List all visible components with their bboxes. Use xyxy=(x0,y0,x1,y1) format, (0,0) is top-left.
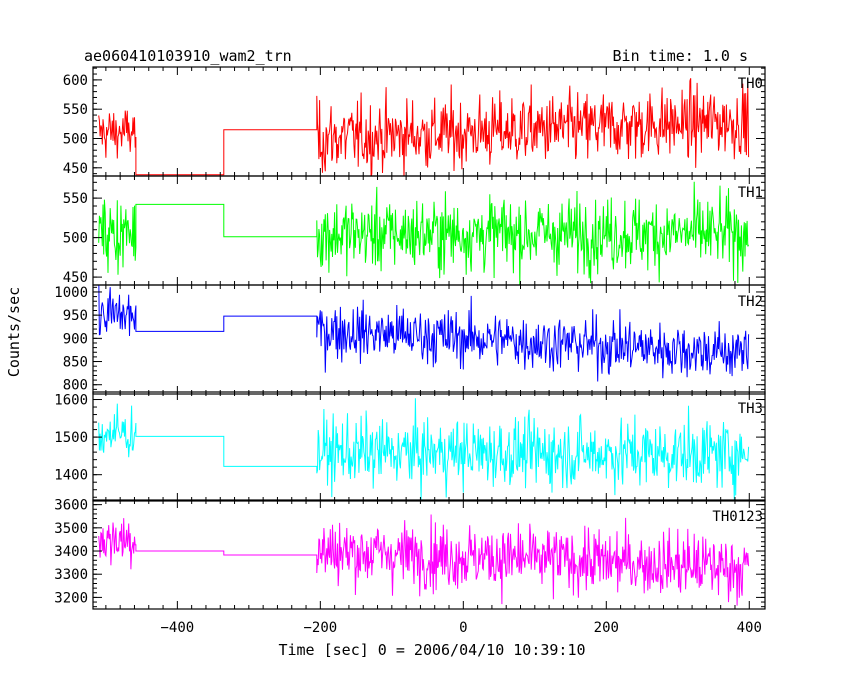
panels-group: 450 500 550 600 TH0 450 500 550 TH1 800 850 900 950 1… xyxy=(54,66,766,610)
x-tick-label: −400 xyxy=(160,620,194,636)
y-tick-label: 500 xyxy=(63,231,88,247)
panel-frame xyxy=(92,284,766,395)
panel-name-label: TH3 xyxy=(738,401,763,417)
y-tick-label: 450 xyxy=(63,270,88,286)
panel-name-label: TH2 xyxy=(738,294,763,310)
y-tick-label: 600 xyxy=(63,73,88,89)
bin-time-label: Bin time: 1.0 s xyxy=(613,47,748,65)
series-th1 xyxy=(98,181,750,285)
y-tick-label: 1000 xyxy=(54,285,88,301)
panel-name-label: TH1 xyxy=(738,185,763,201)
panel-th1: 450 500 550 TH1 xyxy=(63,175,766,286)
x-tick-label: 200 xyxy=(594,620,619,636)
y-tick-label: 3500 xyxy=(54,521,88,537)
panel-frame xyxy=(92,499,766,610)
y-tick-label: 850 xyxy=(63,355,88,371)
panel-th2: 800 850 900 950 1000 TH2 xyxy=(54,284,766,395)
x-axis: −400 −200 0 200 400 xyxy=(160,620,761,636)
panel-th0123: 3200 3300 3400 3500 3600 TH0123 xyxy=(54,498,766,610)
y-tick-label: 550 xyxy=(63,191,88,207)
y-tick-label: 550 xyxy=(63,102,88,118)
y-tick-label: 450 xyxy=(63,161,88,177)
series-th2 xyxy=(98,285,750,382)
panel-name-label: TH0 xyxy=(738,76,763,92)
panel-th3: 1400 1500 1600 TH3 xyxy=(54,391,766,502)
x-tick-label: 0 xyxy=(459,620,467,636)
y-tick-label: 1600 xyxy=(54,393,88,409)
y-tick-label: 3300 xyxy=(54,567,88,583)
y-tick-label: 3600 xyxy=(54,498,88,514)
y-tick-label: 1400 xyxy=(54,468,88,484)
y-tick-label: 3400 xyxy=(54,544,88,560)
panel-name-label: TH0123 xyxy=(712,509,763,525)
x-tick-label: −200 xyxy=(303,620,337,636)
series-th0123 xyxy=(98,514,750,606)
y-tick-label: 800 xyxy=(63,378,88,394)
series-th3 xyxy=(98,398,750,501)
y-tick-label: 950 xyxy=(63,308,88,324)
x-axis-label: Time [sec] 0 = 2006/04/10 10:39:10 xyxy=(278,641,585,659)
y-tick-label: 3200 xyxy=(54,590,88,606)
y-tick-label: 900 xyxy=(63,331,88,347)
y-axis-label: Counts/sec xyxy=(5,287,23,377)
y-tick-label: 1500 xyxy=(54,430,88,446)
panel-frame xyxy=(92,391,766,502)
chart-title: ae060410103910_wam2_trn xyxy=(84,47,292,65)
series-th0 xyxy=(98,78,750,176)
y-tick-label: 500 xyxy=(63,131,88,147)
x-tick-label: 400 xyxy=(737,620,762,636)
panel-th0: 450 500 550 600 TH0 xyxy=(63,66,766,177)
